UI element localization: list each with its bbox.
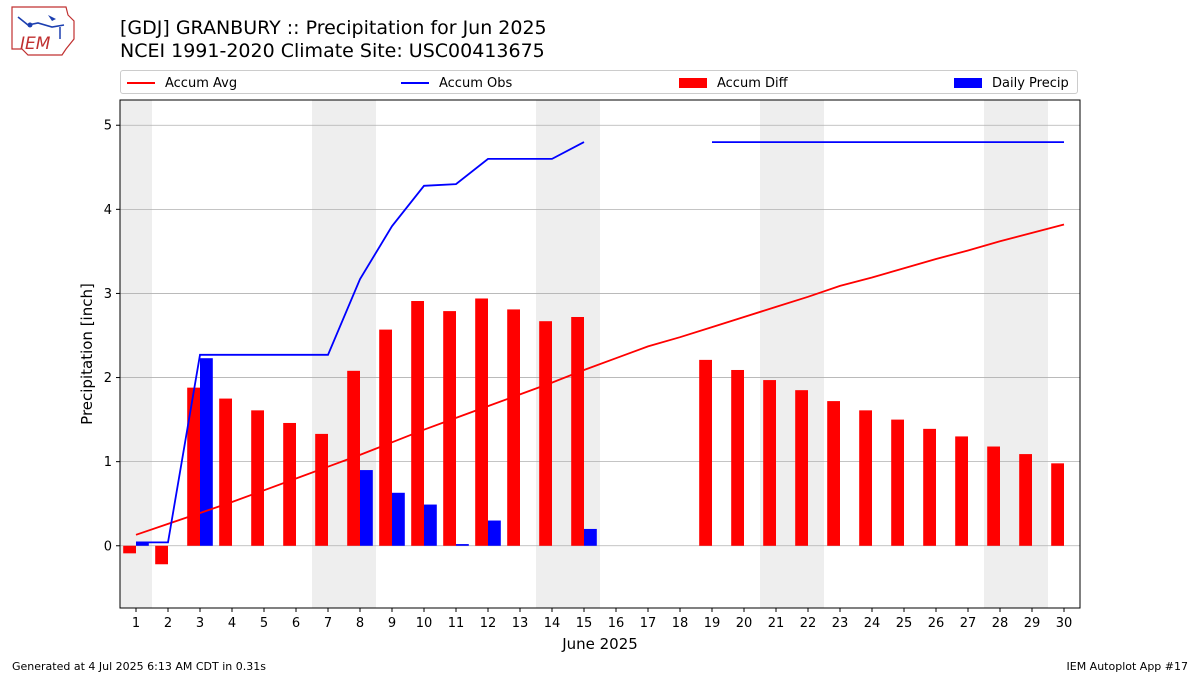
x-tick-label-1: 1 [132, 616, 140, 631]
bar-accum-diff-day-3 [187, 387, 200, 546]
bar-accum-diff-day-6 [283, 422, 296, 546]
legend-item-accum-avg: Accum Avg [127, 74, 237, 92]
legend-label-daily-precip: Daily Precip [992, 75, 1069, 91]
bar-accum-diff-day-11 [443, 311, 456, 546]
bar-accum-diff-day-4 [219, 398, 232, 546]
x-tick-label-16: 16 [608, 616, 625, 631]
bar-accum-diff-day-26 [923, 428, 936, 546]
chart-subtitle: NCEI 1991-2020 Climate Site: USC00413675 [120, 40, 545, 62]
bar-accum-diff-day-12 [475, 298, 488, 546]
plot-frame [119, 99, 1081, 609]
bar-daily-precip-day-1 [136, 542, 149, 546]
x-tick-label-29: 29 [1024, 616, 1041, 631]
bar-accum-diff-day-8 [347, 370, 360, 546]
bar-daily-precip-day-15 [584, 528, 597, 546]
legend-swatch-accum-obs [401, 82, 429, 84]
bar-daily-precip-day-12 [488, 520, 501, 546]
y-axis-label: Precipitation [inch] [78, 283, 96, 425]
x-tick-label-22: 22 [800, 616, 817, 631]
chart-legend: Accum Avg Accum Obs Accum Diff Daily Pre… [120, 70, 1078, 94]
legend-swatch-daily-precip [954, 78, 982, 88]
iem-logo: IEM [8, 5, 80, 61]
x-tick-label-25: 25 [896, 616, 913, 631]
bar-accum-diff-day-1 [123, 545, 136, 554]
x-tick-label-5: 5 [260, 616, 268, 631]
x-tick-label-12: 12 [480, 616, 497, 631]
x-tick-label-23: 23 [832, 616, 849, 631]
bar-accum-diff-day-10 [411, 301, 424, 546]
legend-label-accum-diff: Accum Diff [717, 75, 788, 91]
bar-accum-diff-day-7 [315, 433, 328, 546]
legend-item-accum-obs: Accum Obs [401, 74, 512, 92]
bar-accum-diff-day-29 [1019, 454, 1032, 546]
bar-accum-diff-day-27 [955, 436, 968, 546]
x-tick-label-17: 17 [640, 616, 657, 631]
legend-label-accum-avg: Accum Avg [165, 75, 238, 91]
x-tick-label-30: 30 [1056, 616, 1073, 631]
footer-generated: Generated at 4 Jul 2025 6:13 AM CDT in 0… [12, 660, 266, 673]
x-tick-label-4: 4 [228, 616, 236, 631]
x-tick-label-9: 9 [388, 616, 396, 631]
bar-accum-diff-day-24 [859, 410, 872, 546]
x-tick-label-24: 24 [864, 616, 881, 631]
bar-daily-precip-day-11 [456, 544, 469, 546]
line-accum-obs-segment-0 [136, 141, 585, 544]
y-tick-label-1: 1 [104, 455, 112, 470]
x-tick-label-21: 21 [768, 616, 785, 631]
bar-accum-diff-day-9 [379, 329, 392, 546]
bar-daily-precip-day-8 [360, 470, 373, 546]
y-tick-label-3: 3 [104, 287, 112, 302]
x-tick-label-8: 8 [356, 616, 364, 631]
weekend-band-0 [120, 100, 152, 608]
x-tick-label-7: 7 [324, 616, 332, 631]
x-tick-label-6: 6 [292, 616, 300, 631]
bar-accum-diff-day-2 [155, 545, 168, 565]
x-tick-label-26: 26 [928, 616, 945, 631]
y-tick-label-2: 2 [104, 371, 112, 386]
y-tick-label-5: 5 [104, 119, 112, 134]
bar-accum-diff-day-14 [539, 321, 552, 546]
legend-item-accum-diff: Accum Diff [679, 74, 788, 92]
svg-text:IEM: IEM [20, 34, 51, 54]
x-tick-label-14: 14 [544, 616, 561, 631]
x-tick-label-28: 28 [992, 616, 1009, 631]
bar-accum-diff-day-20 [731, 369, 744, 546]
bar-accum-diff-day-15 [571, 316, 584, 546]
legend-label-accum-obs: Accum Obs [439, 75, 513, 91]
x-tick-label-3: 3 [196, 616, 204, 631]
x-axis-label: June 2025 [561, 635, 638, 653]
legend-swatch-accum-avg [127, 82, 155, 84]
x-tick-label-20: 20 [736, 616, 753, 631]
bar-daily-precip-day-9 [392, 492, 405, 546]
bar-accum-diff-day-5 [251, 410, 264, 546]
legend-item-daily-precip: Daily Precip [954, 74, 1069, 92]
bar-accum-diff-day-30 [1051, 463, 1064, 546]
x-tick-label-18: 18 [672, 616, 689, 631]
x-tick-label-2: 2 [164, 616, 172, 631]
legend-swatch-accum-diff [679, 78, 707, 88]
bar-accum-diff-day-25 [891, 419, 904, 546]
bar-accum-diff-day-13 [507, 309, 520, 546]
x-tick-label-27: 27 [960, 616, 977, 631]
x-tick-label-11: 11 [448, 616, 465, 631]
bar-daily-precip-day-3 [200, 358, 213, 546]
bar-accum-diff-day-19 [699, 359, 712, 546]
bar-accum-diff-day-22 [795, 390, 808, 546]
line-accum-avg-segment-0 [135, 223, 1065, 536]
x-tick-label-19: 19 [704, 616, 721, 631]
footer-app: IEM Autoplot App #17 [1066, 660, 1189, 673]
bar-accum-diff-day-21 [763, 380, 776, 546]
x-tick-label-10: 10 [416, 616, 433, 631]
bar-accum-diff-day-23 [827, 401, 840, 546]
y-tick-label-0: 0 [104, 539, 112, 554]
chart-title: [GDJ] GRANBURY :: Precipitation for Jun … [120, 17, 547, 39]
x-tick-label-15: 15 [576, 616, 593, 631]
bar-daily-precip-day-10 [424, 504, 437, 546]
x-tick-label-13: 13 [512, 616, 529, 631]
y-tick-label-4: 4 [104, 203, 112, 218]
bar-accum-diff-day-28 [987, 446, 1000, 546]
